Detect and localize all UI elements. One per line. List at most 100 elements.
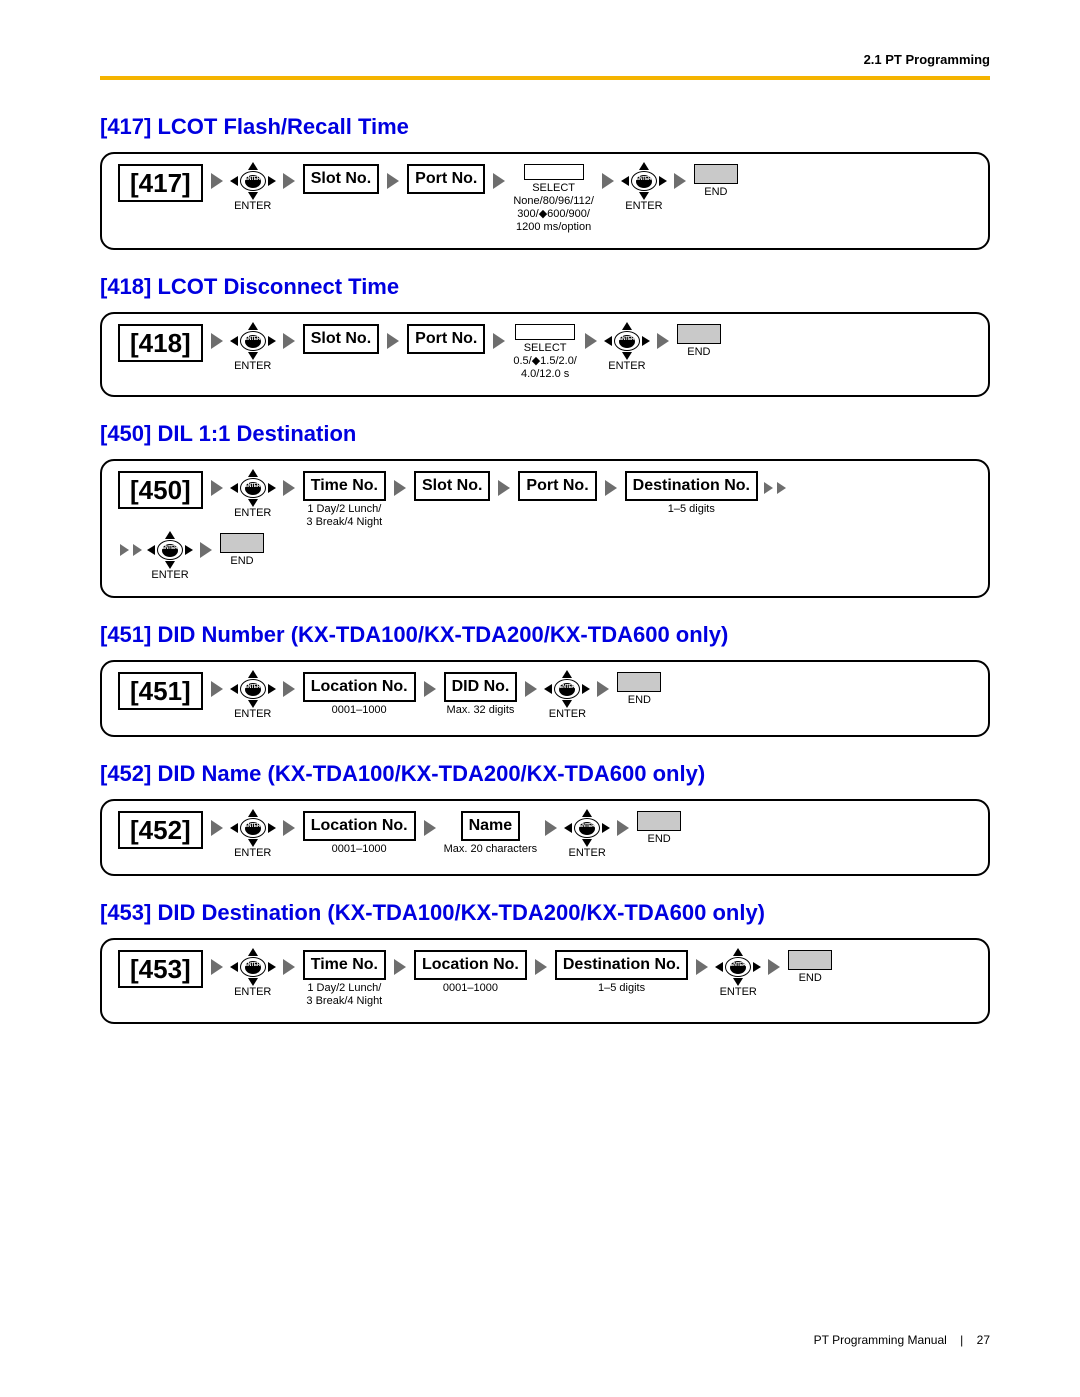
end-box [617, 672, 661, 692]
flow-arrow-icon [525, 681, 537, 697]
flow-step: ENTERENTER [605, 324, 649, 373]
flow-arrow-icon [211, 820, 223, 836]
param-box: Location No. [414, 950, 527, 980]
header-section: 2.1 PT Programming [864, 52, 990, 67]
section-title: [453] DID Destination (KX-TDA100/KX-TDA2… [100, 900, 990, 926]
step-caption: SELECT0.5/◆1.5/2.0/4.0/12.0 s [513, 342, 577, 381]
flow-step: Time No.1 Day/2 Lunch/3 Break/4 Night [303, 950, 386, 1008]
program-code: [450] [118, 471, 203, 509]
flow-step: END [788, 950, 832, 985]
flow-row: [451]ENTERENTERLocation No.0001–1000DID … [118, 672, 972, 725]
enter-icon: ENTER [231, 324, 275, 358]
enter-icon: ENTER [231, 471, 275, 505]
flow-arrow-icon [602, 173, 614, 189]
flow-arrow-icon [200, 542, 212, 558]
flow-step: Location No.0001–1000 [414, 950, 527, 995]
flow-arrow-icon [133, 544, 142, 556]
enter-icon: ENTER [231, 672, 275, 706]
step-caption: 0001–1000 [332, 843, 387, 856]
flow-arrow-icon [211, 681, 223, 697]
step-caption: ENTER [234, 200, 271, 213]
step-caption: ENTER [625, 200, 662, 213]
flow-arrow-icon [394, 959, 406, 975]
flow-arrow-icon [777, 482, 786, 494]
param-box: Slot No. [414, 471, 490, 501]
flow-arrow-icon [394, 480, 406, 496]
footer: PT Programming Manual | 27 [814, 1333, 990, 1347]
step-caption: Max. 32 digits [447, 704, 515, 717]
program-code: [452] [118, 811, 203, 849]
flow-step: Destination No.1–5 digits [555, 950, 688, 995]
flow-step: ENTERENTER [545, 672, 589, 721]
flow-step: ENTER ENTER [565, 811, 609, 860]
flow-arrow-icon [424, 681, 436, 697]
flow-row: ENTERENTEREND [118, 533, 972, 586]
step-caption: ENTER [234, 360, 271, 373]
flow-step: [452] [118, 811, 203, 849]
flow-arrow-icon [768, 959, 780, 975]
flow-arrow-icon [283, 681, 295, 697]
flow-arrow-icon [764, 482, 773, 494]
flow-step: Port No. [407, 324, 485, 354]
footer-page: 27 [977, 1333, 990, 1347]
flow-panel: [417]ENTERENTERSlot No.Port No.SELECTNon… [100, 152, 990, 250]
flow-step: ENTER ENTER [231, 324, 275, 373]
end-box [694, 164, 738, 184]
flow-arrow-icon [535, 959, 547, 975]
flow-arrow-icon [696, 959, 708, 975]
flow-arrow-icon [617, 820, 629, 836]
enter-icon: ENTER [716, 950, 760, 984]
step-caption: ENTER [569, 847, 606, 860]
flow-step: [453] [118, 950, 203, 988]
flow-row: [417]ENTERENTERSlot No.Port No.SELECTNon… [118, 164, 972, 238]
step-caption: END [628, 694, 651, 707]
flow-step: END [617, 672, 661, 707]
flow-arrow-icon [211, 480, 223, 496]
flow-step: ENTERENTER [231, 672, 275, 721]
flow-panel: [453] ENTERENTER Time No.1 Day/2 Lunch/3 B… [100, 938, 990, 1024]
step-caption: ENTER [234, 847, 271, 860]
flow-panel: [450] ENTER ENTER Time No.1 Day/2 Lunch/3 B… [100, 459, 990, 598]
flow-step: ENTERENTER [716, 950, 760, 999]
program-code: [418] [118, 324, 203, 362]
program-code: [451] [118, 672, 203, 710]
param-box: Slot No. [303, 164, 379, 194]
enter-icon: ENTER [605, 324, 649, 358]
step-caption: END [687, 346, 710, 359]
step-caption: ENTER [234, 507, 271, 520]
flow-step: SELECTNone/80/96/112/300/◆600/900/1200 m… [513, 164, 594, 234]
step-caption: END [704, 186, 727, 199]
flow-arrow-icon [597, 681, 609, 697]
end-box [677, 324, 721, 344]
flow-step: ENTERENTER [231, 950, 275, 999]
step-caption: Max. 20 characters [444, 843, 538, 856]
program-code: [453] [118, 950, 203, 988]
enter-icon: ENTER [622, 164, 666, 198]
step-caption: 1 Day/2 Lunch/3 Break/4 Night [306, 982, 382, 1008]
flow-step: Name Max. 20 characters [444, 811, 538, 856]
step-caption: ENTER [549, 708, 586, 721]
section-title: [452] DID Name (KX-TDA100/KX-TDA200/KX-T… [100, 761, 990, 787]
flow-panel: [418] ENTER ENTER Slot No. Port No. SELECT0.5… [100, 312, 990, 397]
flow-step: ENTERENTER [231, 164, 275, 213]
param-box: Location No. [303, 672, 416, 702]
enter-icon: ENTER [148, 533, 192, 567]
enter-icon: ENTER [565, 811, 609, 845]
content-area: [417] LCOT Flash/Recall Time[417]ENTEREN… [100, 50, 990, 1024]
flow-step: END [677, 324, 721, 359]
enter-icon: ENTER [231, 811, 275, 845]
param-box: Slot No. [303, 324, 379, 354]
flow-arrow-icon [120, 544, 129, 556]
end-box [220, 533, 264, 553]
param-box: Name [461, 811, 521, 841]
flow-step: ENTER ENTER [231, 811, 275, 860]
step-caption: END [799, 972, 822, 985]
flow-arrow-icon [283, 820, 295, 836]
flow-step: Port No. [407, 164, 485, 194]
flow-step: Slot No. [303, 324, 379, 354]
flow-panel: [451]ENTERENTERLocation No.0001–1000DID … [100, 660, 990, 737]
flow-step: Time No.1 Day/2 Lunch/3 Break/4 Night [303, 471, 386, 529]
flow-row: [418] ENTER ENTER Slot No. Port No. SELECT0.5… [118, 324, 972, 385]
footer-sep: | [960, 1333, 963, 1347]
footer-manual: PT Programming Manual [814, 1333, 947, 1347]
